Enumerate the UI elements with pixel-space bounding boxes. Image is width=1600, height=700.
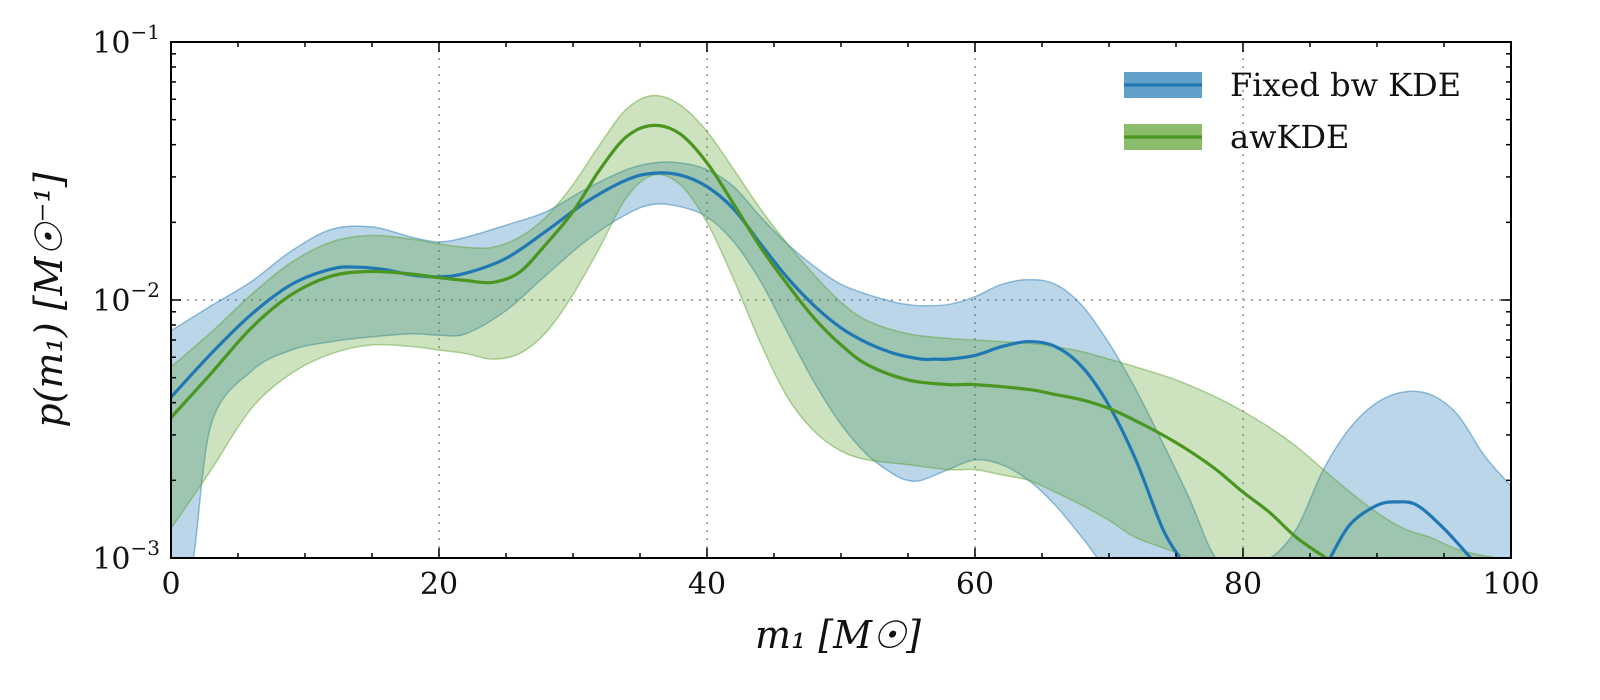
grid [171,42,1511,558]
legend-label: awKDE [1230,118,1349,156]
fixed-bw-kde-median-line-segment [1328,500,1472,558]
series-layer [171,94,1511,558]
x-tick-label: 80 [1224,567,1262,602]
ticks [170,41,1512,559]
y-axis-label: p(m₁) [M☉⁻¹] [27,172,71,427]
x-tick-label: 40 [688,567,726,602]
awkde-median-line [171,123,1327,558]
awkde-confidence-band [171,94,1502,558]
legend-label: Fixed bw KDE [1230,66,1461,104]
y-tick-label: 10−1 [92,20,160,61]
y-tick-label: 10−3 [92,536,160,577]
tick-labels: 0 20 40 60 80 100 10−3 10−2 10−1 [92,20,1539,602]
fixed-bw-kde-confidence-band [171,161,1511,558]
x-tick-label: 0 [161,567,180,602]
legend-item-fixed-bw-kde: Fixed bw KDE [1124,66,1461,104]
x-tick-label: 60 [956,567,994,602]
x-axis-label: m₁ [M☉] [755,613,921,657]
x-tick-label: 20 [420,567,458,602]
x-tick-label: 100 [1482,567,1539,602]
legend-item-awkde: awKDE [1124,118,1349,156]
y-tick-label: 10−2 [92,278,160,319]
legend: Fixed bw KDE awKDE [1124,66,1461,156]
